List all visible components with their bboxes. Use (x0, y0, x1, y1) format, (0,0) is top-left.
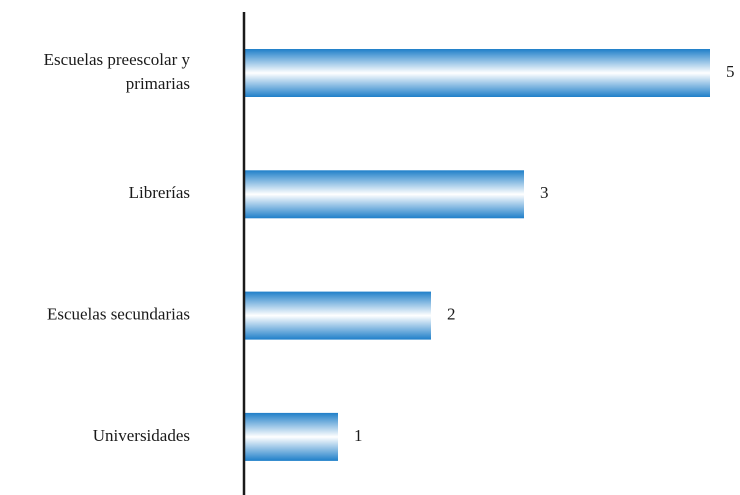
category-labels-layer: Escuelas preescolar y primarias Librerías E… (44, 50, 191, 445)
category-label: Universidades (93, 426, 190, 445)
bar (245, 49, 710, 97)
category-label-line: Universidades (93, 426, 190, 445)
bar-value-label: 5 (726, 62, 735, 81)
value-labels-layer: 5 3 2 1 (354, 62, 735, 445)
category-label-line: Escuelas secundarias (47, 305, 190, 324)
bar (245, 170, 524, 219)
bar (245, 291, 431, 340)
category-label: Escuelas secundarias (47, 305, 190, 324)
category-label-line: primarias (126, 74, 190, 93)
bar-value-label: 1 (354, 426, 363, 445)
bar-value-label: 2 (447, 305, 456, 324)
category-label: Librerías (129, 183, 190, 202)
bar (245, 412, 338, 461)
bars-layer (245, 49, 710, 461)
category-label-line: Escuelas preescolar y (44, 50, 191, 69)
bar-value-label: 3 (540, 183, 549, 202)
category-label-line: Librerías (129, 183, 190, 202)
category-label: Escuelas preescolar y primarias (44, 50, 191, 93)
